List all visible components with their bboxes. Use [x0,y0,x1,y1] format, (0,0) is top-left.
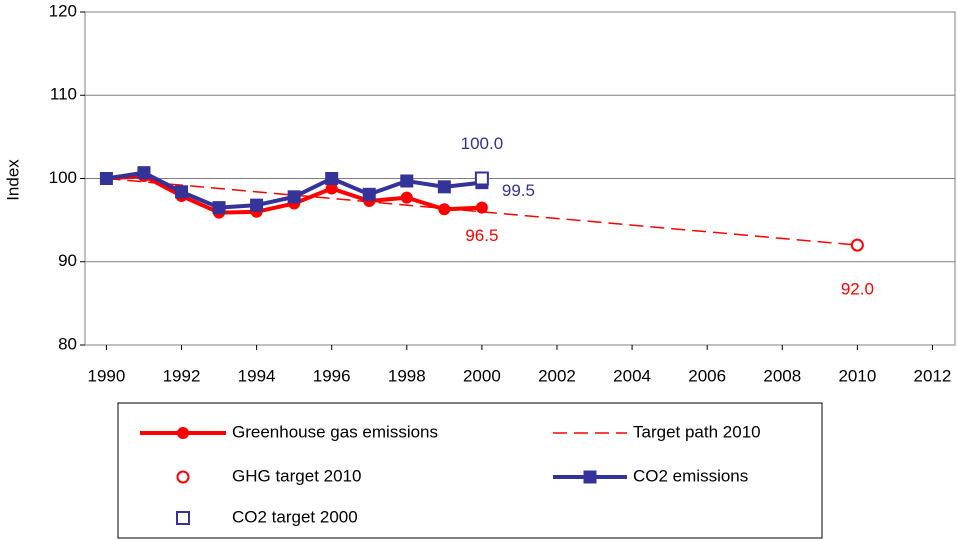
legend-label: CO2 target 2000 [232,507,358,526]
legend-label: GHG target 2010 [232,466,361,485]
x-tick-label: 2004 [613,366,651,385]
legend-label: CO2 emissions [633,466,748,485]
marker [99,172,113,185]
legend-label: Target path 2010 [633,422,761,441]
x-tick-label: 2006 [688,366,726,385]
marker [287,190,301,204]
marker [400,174,414,188]
marker [475,201,488,214]
x-tick-label: 1998 [388,366,426,385]
legend-label: Greenhouse gas emissions [232,422,438,441]
legend-box [117,402,823,539]
y-tick-label: 120 [49,1,77,20]
data-label: 92.0 [841,280,874,299]
x-tick-label: 2008 [763,366,801,385]
x-tick-label: 2000 [463,366,501,385]
marker [212,201,226,215]
data-label: 99.5 [502,181,535,200]
y-tick-label: 110 [50,85,77,104]
marker [177,427,189,439]
marker [176,511,190,525]
marker [400,191,413,204]
y-tick-label: 90 [58,251,77,270]
data-label: 96.5 [465,226,498,245]
y-axis-label: Index [3,159,22,201]
y-tick-label: 80 [58,334,77,353]
x-tick-label: 1992 [163,366,201,385]
marker [250,198,264,212]
marker [176,470,190,484]
x-tick-label: 1994 [238,366,276,385]
x-tick-label: 2012 [914,366,952,385]
marker [438,203,451,216]
x-tick-label: 2010 [838,366,876,385]
marker [137,166,151,180]
marker [583,470,597,484]
data-label: 100.0 [461,134,504,153]
marker [325,172,339,185]
x-tick-label: 1996 [313,366,351,385]
marker [437,180,451,194]
marker [474,171,489,186]
marker [325,182,338,195]
x-tick-label: 1990 [87,366,125,385]
marker [174,185,188,199]
x-tick-label: 2002 [538,366,576,385]
marker [850,238,864,252]
y-tick-label: 100 [49,168,77,187]
marker [362,187,376,201]
